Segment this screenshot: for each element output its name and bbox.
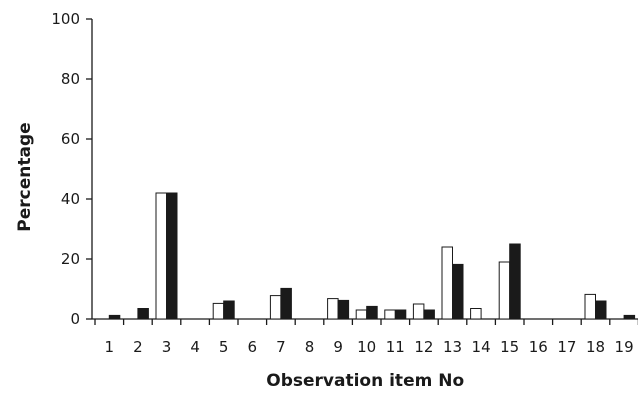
bar-white-18 — [584, 293, 596, 320]
x-tick-label: 13 — [443, 338, 462, 356]
bar-black-11 — [394, 309, 407, 320]
y-tick-label: 80 — [61, 70, 80, 88]
x-tick-label: 19 — [615, 338, 634, 356]
x-tick-label: 11 — [386, 338, 405, 356]
bar-white-3 — [155, 192, 167, 320]
bar-white-9 — [327, 298, 339, 320]
y-tick-label: 0 — [70, 310, 80, 328]
y-tick-label: 40 — [61, 190, 80, 208]
y-axis-title: Percentage — [15, 122, 35, 231]
bar-black-1 — [108, 314, 121, 320]
bar-black-5 — [223, 300, 235, 320]
x-tick-label: 5 — [219, 338, 229, 356]
bar-white-14 — [470, 308, 482, 320]
bar-white-5 — [212, 302, 225, 320]
x-axis-title: Observation item No — [266, 371, 464, 391]
bar-black-18 — [595, 300, 607, 320]
x-tick-label: 8 — [305, 338, 315, 356]
bars — [108, 192, 636, 320]
bar-white-10 — [355, 309, 368, 320]
bar-black-7 — [280, 287, 292, 320]
x-tick-label: 16 — [529, 338, 548, 356]
x-tick-label: 12 — [414, 338, 433, 356]
bar-black-2 — [137, 308, 149, 320]
x-tick-label: 17 — [557, 338, 576, 356]
y-tick-label: 60 — [61, 130, 80, 148]
x-tick-label: 14 — [472, 338, 491, 356]
x-tick-label: 7 — [276, 338, 286, 356]
bar-white-11 — [384, 309, 396, 320]
x-tick-label: 18 — [586, 338, 605, 356]
bar-white-13 — [441, 246, 453, 320]
bar-white-12 — [412, 303, 425, 320]
x-tick-label: 9 — [333, 338, 343, 356]
x-tick-label: 6 — [248, 338, 258, 356]
x-tick-label: 15 — [500, 338, 519, 356]
bar-white-15 — [498, 261, 511, 320]
bar-black-12 — [423, 309, 435, 320]
x-ticks: 1 2 3 4 5 6 7 8 9 10 11 12 13 14 15 16 17 18 19 — [94, 319, 638, 356]
y-tick-label: 20 — [61, 250, 80, 268]
bar-black-9 — [337, 299, 350, 320]
bar-black-10 — [366, 305, 378, 320]
y-tick-label: 100 — [51, 10, 80, 28]
bar-black-13 — [452, 263, 464, 320]
x-tick-label: 2 — [133, 338, 143, 356]
bar-black-19 — [623, 314, 636, 320]
x-tick-label: 1 — [105, 338, 115, 356]
x-tick-label: 4 — [190, 338, 200, 356]
bar-black-15 — [509, 243, 521, 320]
bar-white-7 — [269, 295, 282, 320]
bar-black-3 — [166, 192, 178, 320]
y-ticks: 0 20 40 60 80 100 — [51, 10, 92, 328]
x-tick-label: 10 — [357, 338, 376, 356]
x-tick-label: 3 — [162, 338, 172, 356]
